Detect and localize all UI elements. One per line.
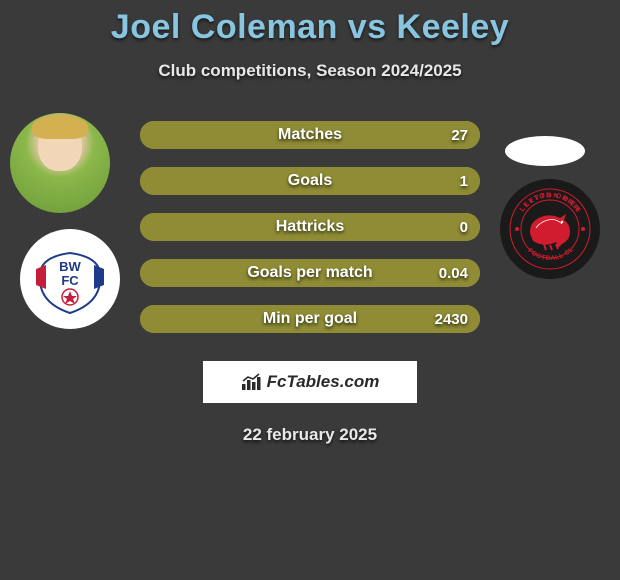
stat-bar-value: 0.04 — [439, 265, 468, 282]
club-left-badge: BW FC — [20, 229, 120, 329]
page-title: Joel Coleman vs Keeley — [0, 8, 620, 47]
stat-bar-label: Goals — [140, 172, 480, 190]
stat-bar: Matches27 — [140, 121, 480, 149]
stat-bars: Matches27 Goals1 Hattricks0 Goals per match… — [140, 121, 480, 333]
svg-text:FC: FC — [61, 273, 79, 288]
player-left-avatar — [10, 113, 110, 213]
stat-bar-label: Hattricks — [140, 218, 480, 236]
stat-bar-label: Matches — [140, 126, 480, 144]
club-right-badge-icon: LEYTON ORIENT LEYTON ORIENT FOOTBALL CLU… — [505, 184, 595, 274]
stat-bar-label: Min per goal — [140, 310, 480, 328]
player-right-avatar — [505, 136, 585, 166]
club-right-badge: LEYTON ORIENT LEYTON ORIENT FOOTBALL CLU… — [500, 179, 600, 279]
svg-text:BW: BW — [59, 259, 81, 274]
stat-bar-value: 1 — [460, 173, 468, 190]
comparison-card: Joel Coleman vs Keeley Club competitions… — [0, 0, 620, 445]
club-left-badge-icon: BW FC — [30, 239, 110, 319]
stats-area: BW FC LEYTON ORIENT — [0, 121, 620, 333]
stat-bar-label: Goals per match — [140, 264, 480, 282]
stat-bar-value: 2430 — [435, 311, 468, 328]
stat-bar-value: 0 — [460, 219, 468, 236]
stat-bar: Goals per match0.04 — [140, 259, 480, 287]
brand-chart-icon — [241, 373, 263, 391]
date-text: 22 february 2025 — [0, 425, 620, 445]
brand-box[interactable]: FcTables.com — [203, 361, 417, 403]
brand-text: FcTables.com — [267, 372, 380, 392]
stat-bar: Hattricks0 — [140, 213, 480, 241]
stat-bar-value: 27 — [451, 127, 468, 144]
stat-bar: Goals1 — [140, 167, 480, 195]
subtitle: Club competitions, Season 2024/2025 — [0, 61, 620, 81]
stat-bar: Min per goal2430 — [140, 305, 480, 333]
